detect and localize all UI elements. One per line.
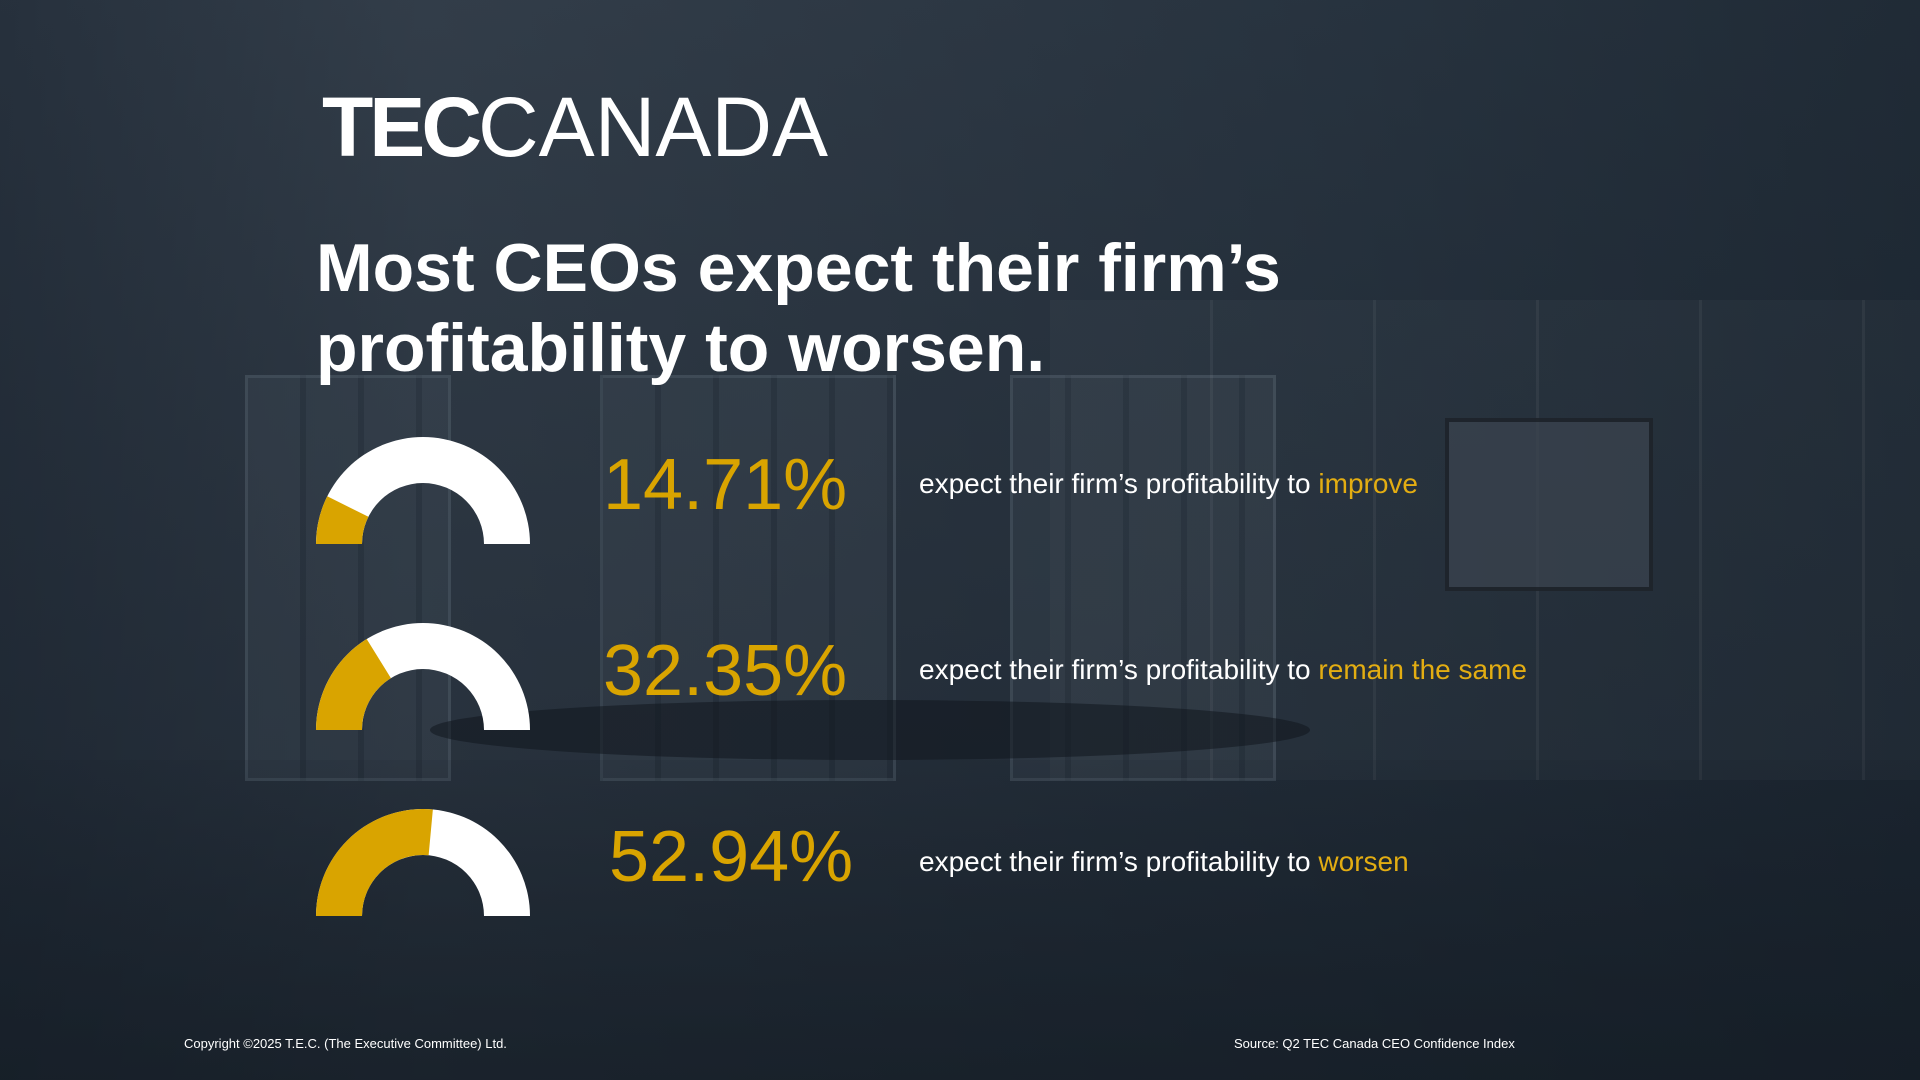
gauge-fill-worsen [316, 809, 433, 916]
description-highlight-worsen: worsen [1318, 846, 1409, 877]
logo-bold-text: TEC [322, 80, 482, 174]
gauge-fill-remain-the-same [316, 639, 391, 730]
percentage-worsen: 52.94% [609, 817, 854, 897]
headline-line-2: profitability to worsen. [316, 310, 1046, 386]
description-worsen: expect their firm’s profitability to wor… [919, 845, 1409, 879]
description-remain-the-same: expect their firm’s profitability to rem… [919, 653, 1527, 687]
percentage-remain-the-same: 32.35% [603, 631, 848, 711]
gauge-chart-remain-the-same [316, 623, 530, 730]
background-meeting-table [430, 700, 1310, 760]
percentage-improve: 14.71% [603, 445, 848, 525]
gauge-chart-worsen [316, 809, 530, 916]
description-highlight-improve: improve [1318, 468, 1419, 499]
headline-line-1: Most CEOs expect their firm’s [316, 230, 1281, 306]
description-prefix: expect their firm’s profitability to [919, 846, 1319, 877]
stat-row-remain-the-same: 32.35% expect their firm’s profitability… [0, 623, 1920, 743]
copyright-text: Copyright ©2025 T.E.C. (The Executive Co… [184, 1036, 507, 1051]
logo-light-text: CANADA [478, 80, 829, 174]
gauge-chart-improve [316, 437, 530, 544]
gauge-fill-improve [316, 496, 369, 544]
headline: Most CEOs expect their firm’s profitabil… [316, 228, 1416, 388]
stat-row-improve: 14.71% expect their firm’s profitability… [0, 437, 1920, 557]
background-wall-screen [1445, 418, 1653, 591]
source-text: Source: Q2 TEC Canada CEO Confidence Ind… [1234, 1036, 1515, 1051]
description-prefix: expect their firm’s profitability to [919, 468, 1319, 499]
gauge-track [316, 437, 530, 544]
background-floor [0, 760, 1920, 1080]
tec-canada-logo: TECCANADA [322, 82, 828, 172]
description-improve: expect their firm’s profitability to imp… [919, 467, 1418, 501]
description-prefix: expect their firm’s profitability to [919, 654, 1319, 685]
stat-row-worsen: 52.94% expect their firm’s profitability… [0, 809, 1920, 929]
description-highlight-remain-the-same: remain the same [1318, 654, 1527, 685]
